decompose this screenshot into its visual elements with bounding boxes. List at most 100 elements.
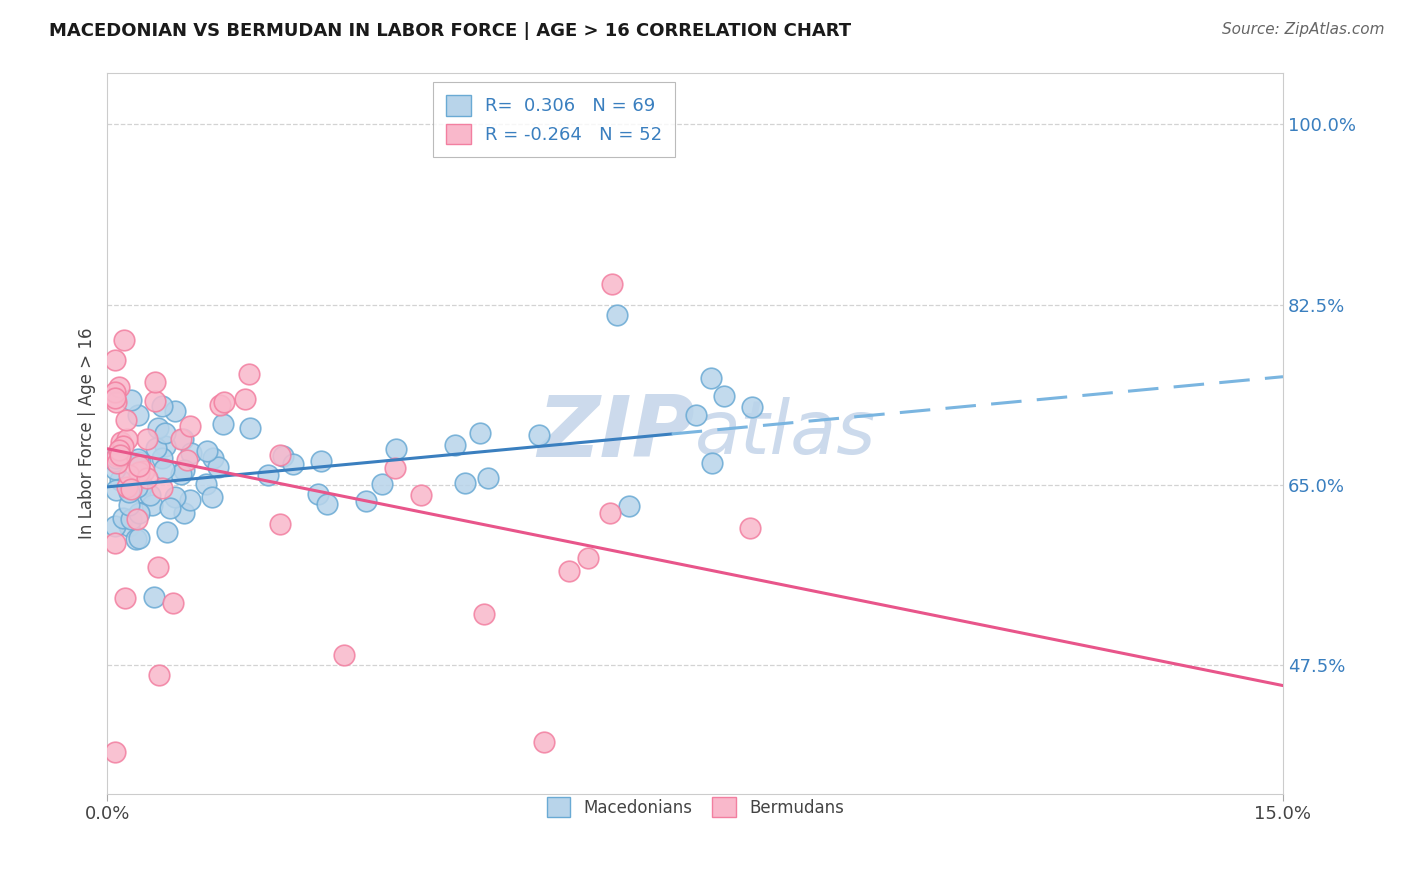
Point xyxy=(194,476,217,491)
Point xyxy=(713,389,735,403)
Point xyxy=(617,500,640,514)
Point xyxy=(128,506,150,520)
Point xyxy=(131,477,153,491)
Point xyxy=(207,460,229,475)
Point xyxy=(576,550,599,565)
Point xyxy=(208,398,231,412)
Point xyxy=(685,408,707,422)
Point xyxy=(104,536,127,550)
Point xyxy=(128,484,150,499)
Point xyxy=(269,449,291,463)
Point xyxy=(118,467,141,482)
Point xyxy=(108,473,131,487)
Point xyxy=(239,421,262,435)
Point xyxy=(104,462,127,476)
Point xyxy=(117,485,139,500)
Point xyxy=(104,384,127,399)
Point xyxy=(148,668,170,682)
Point xyxy=(370,477,392,491)
Point xyxy=(738,521,761,535)
Point xyxy=(201,490,224,504)
Point xyxy=(179,419,201,434)
Point xyxy=(173,463,195,477)
Point xyxy=(105,449,128,463)
Point xyxy=(145,441,167,455)
Point xyxy=(125,512,148,526)
Point xyxy=(700,370,723,384)
Point xyxy=(163,404,186,418)
Point xyxy=(105,456,128,470)
Point xyxy=(118,498,141,512)
Point xyxy=(179,492,201,507)
Point xyxy=(134,464,156,478)
Point xyxy=(142,590,165,604)
Point xyxy=(195,444,218,458)
Point xyxy=(128,531,150,545)
Point xyxy=(104,450,127,465)
Point xyxy=(128,465,150,479)
Point xyxy=(443,438,465,452)
Point xyxy=(128,458,150,473)
Point xyxy=(527,428,550,442)
Point xyxy=(180,445,202,459)
Point xyxy=(741,401,763,415)
Text: ZIP: ZIP xyxy=(537,392,695,475)
Point xyxy=(143,376,166,390)
Point xyxy=(257,467,280,482)
Point xyxy=(600,277,623,291)
Point xyxy=(114,413,136,427)
Text: MACEDONIAN VS BERMUDAN IN LABOR FORCE | AGE > 16 CORRELATION CHART: MACEDONIAN VS BERMUDAN IN LABOR FORCE | … xyxy=(49,22,852,40)
Point xyxy=(212,395,235,409)
Point xyxy=(128,455,150,469)
Point xyxy=(127,408,149,422)
Point xyxy=(146,560,169,574)
Point xyxy=(269,517,291,532)
Point xyxy=(118,519,141,533)
Point xyxy=(238,367,260,381)
Point xyxy=(153,462,176,476)
Point xyxy=(170,432,193,446)
Point xyxy=(202,450,225,465)
Point xyxy=(153,439,176,453)
Point xyxy=(141,498,163,512)
Legend: Macedonians, Bermudans: Macedonians, Bermudans xyxy=(538,789,852,825)
Point xyxy=(146,420,169,434)
Point xyxy=(356,493,378,508)
Point xyxy=(112,439,135,453)
Point xyxy=(115,480,138,494)
Point xyxy=(105,483,128,498)
Point xyxy=(112,511,135,525)
Point xyxy=(162,596,184,610)
Point xyxy=(108,443,131,458)
Point xyxy=(170,467,193,482)
Point xyxy=(150,399,173,413)
Point xyxy=(110,434,132,449)
Point xyxy=(309,454,332,468)
Point xyxy=(453,475,475,490)
Point xyxy=(702,456,724,470)
Point xyxy=(271,449,294,463)
Point xyxy=(150,450,173,465)
Point xyxy=(606,308,628,322)
Point xyxy=(104,519,127,533)
Point xyxy=(127,451,149,466)
Point xyxy=(165,490,187,504)
Text: Source: ZipAtlas.com: Source: ZipAtlas.com xyxy=(1222,22,1385,37)
Point xyxy=(120,482,142,496)
Point xyxy=(108,449,131,463)
Point xyxy=(104,395,127,409)
Point xyxy=(104,746,127,760)
Point xyxy=(212,417,235,431)
Point xyxy=(115,433,138,447)
Point xyxy=(136,432,159,446)
Point xyxy=(136,471,159,485)
Point xyxy=(411,488,433,502)
Point xyxy=(104,391,127,405)
Point xyxy=(107,380,129,394)
Point xyxy=(125,480,148,494)
Point xyxy=(333,648,356,662)
Point xyxy=(385,442,408,456)
Point xyxy=(153,426,176,441)
Point xyxy=(120,512,142,526)
Y-axis label: In Labor Force | Age > 16: In Labor Force | Age > 16 xyxy=(79,327,96,539)
